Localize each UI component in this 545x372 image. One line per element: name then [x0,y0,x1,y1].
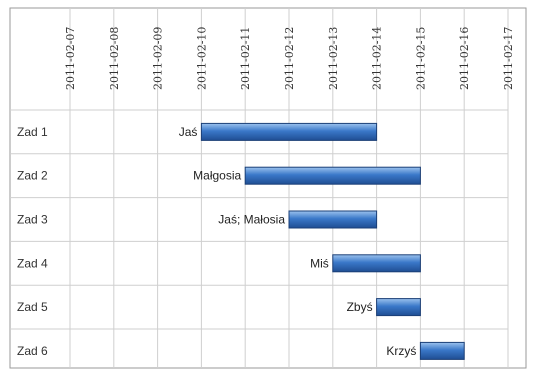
category-label: Zad 6 [17,344,48,358]
task-bar [419,341,465,360]
date-tick-label: 2011-02-16 [458,27,471,90]
task-bar [332,254,421,273]
category-label: Zad 3 [17,213,48,227]
date-tick-label: 2011-02-15 [414,27,427,90]
date-tick-labels: 2011-02-07 2011-02-08 2011-02-09 2011-02-10… [64,27,515,90]
date-tick-label: 2011-02-08 [108,27,121,90]
category-label: Zad 2 [17,169,48,183]
task-bars [200,122,465,360]
task-label: Jaś; Małosia [218,213,285,227]
task-label: Miś [310,256,329,270]
task-label: Małgosia [193,169,241,183]
category-labels: Zad 1 Zad 2 Zad 3 Zad 4 Zad 5 Zad 6 [17,125,48,358]
task-label: Krzyś [386,344,416,358]
task-label: Zbyś [347,300,373,314]
category-label: Zad 4 [17,256,48,270]
task-label: Jaś [179,125,198,139]
outer-frame [9,7,527,369]
task-bar [376,298,421,317]
task-bar [200,122,378,141]
category-label: Zad 1 [17,125,48,139]
task-labels: Jaś Małgosia Jaś; Małosia Miś Zbyś Krzyś [179,125,417,358]
date-tick-label: 2011-02-14 [371,27,384,90]
plot-frame [9,7,527,369]
gridlines [10,8,509,368]
date-tick-label: 2011-02-13 [327,27,340,90]
date-tick-label: 2011-02-10 [195,27,208,90]
date-tick-label: 2011-02-07 [64,27,77,90]
category-label: Zad 5 [17,300,48,314]
task-bar [244,166,421,185]
date-tick-label: 2011-02-12 [283,27,296,90]
date-tick-label: 2011-02-11 [239,27,252,90]
date-tick-label: 2011-02-17 [502,27,515,90]
task-bar [288,210,378,229]
date-tick-label: 2011-02-09 [152,27,165,90]
